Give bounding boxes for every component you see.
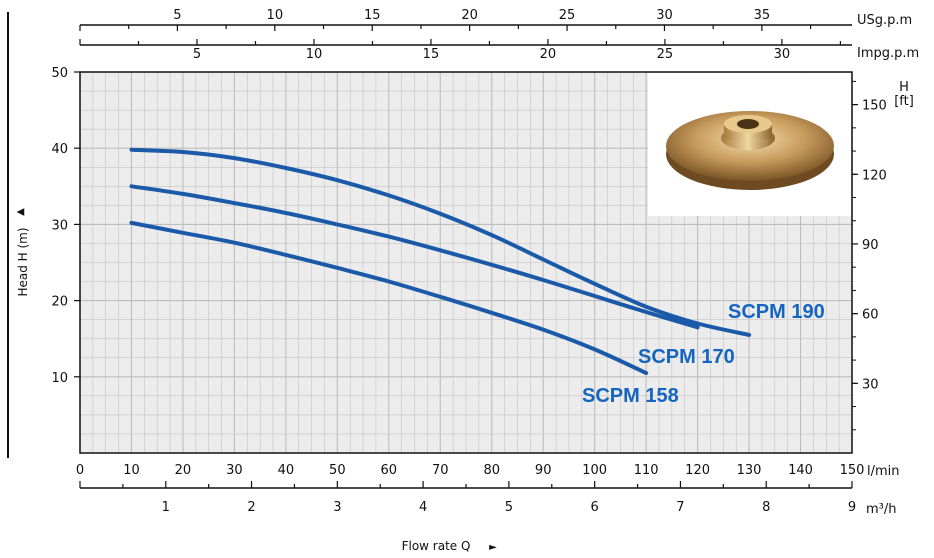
x-tick-label-lmin: 80 — [483, 463, 500, 478]
x-tick-label-usgpm: 25 — [559, 8, 576, 23]
x-tick-label-m3h: 9 — [848, 500, 856, 515]
x-tick-label-m3h: 6 — [591, 500, 599, 515]
brass-impeller-photo — [666, 111, 834, 190]
y-tick-label-m: 50 — [51, 66, 68, 81]
y-tick-label-ft: 60 — [862, 308, 879, 323]
performance-curves — [129, 147, 752, 375]
y-tick-label-ft: 150 — [862, 99, 887, 114]
m3h-unit-label: m³/h — [866, 502, 897, 517]
y-tick-label-ft: 90 — [862, 238, 879, 253]
y-axis-title-group: Head H (m) — [16, 227, 30, 296]
curve-scpm-170 — [129, 184, 700, 330]
x-tick-label-usgpm: 10 — [267, 8, 284, 23]
x-tick-label-impgpm: 30 — [774, 47, 791, 62]
x-tick-label-m3h: 4 — [419, 500, 427, 515]
x-tick-label-lmin: 60 — [381, 463, 398, 478]
x-tick-label-lmin: 130 — [737, 463, 762, 478]
series-labels: SCPM 190 SCPM 170 SCPM 158 — [582, 301, 825, 407]
impgpm-unit-label: Impg.p.m — [857, 46, 919, 61]
x-tick-label-lmin: 120 — [685, 463, 710, 478]
plot-border — [79, 71, 853, 454]
y-tick-label-ft: 30 — [862, 377, 879, 392]
x-ticks: 0 10 20 30 40 50 60 70 80 90 100 110 120 130 140 150 1 2 3… — [76, 8, 865, 515]
x-tick-label-lmin: 10 — [123, 463, 140, 478]
x-tick-label-usgpm: 15 — [364, 8, 381, 23]
x-tick-label-lmin: 20 — [175, 463, 192, 478]
x-tick-label-lmin: 100 — [582, 463, 607, 478]
y-tick-label-ft: 120 — [862, 168, 887, 183]
y-tick-label-m: 30 — [51, 218, 68, 233]
series-label-scpm-158: SCPM 158 — [582, 385, 679, 407]
x-tick-label-impgpm: 5 — [193, 47, 201, 62]
top-axes — [80, 24, 852, 46]
x-tick-label-m3h: 7 — [676, 500, 684, 515]
x-tick-label-usgpm: 5 — [173, 8, 181, 23]
x-tick-label-impgpm: 20 — [540, 47, 557, 62]
x-tick-label-lmin: 30 — [226, 463, 243, 478]
x-tick-label-impgpm: 15 — [423, 47, 440, 62]
x-tick-label-lmin: 70 — [432, 463, 449, 478]
x-tick-label-m3h: 3 — [333, 500, 341, 515]
impeller-photo-inset — [648, 73, 851, 216]
y-tick-label-m: 20 — [51, 295, 68, 310]
x-tick-label-impgpm: 25 — [657, 47, 674, 62]
x-tick-label-usgpm: 30 — [656, 8, 673, 23]
ft-axis-unit: [ft] — [894, 94, 914, 109]
x-tick-label-lmin: 110 — [634, 463, 659, 478]
series-label-scpm-190: SCPM 190 — [728, 301, 825, 323]
series-label-scpm-170: SCPM 170 — [638, 346, 735, 368]
x-axis-arrow: ► — [489, 542, 497, 553]
y-tick-label-m: 40 — [51, 142, 68, 157]
x-tick-label-usgpm: 35 — [754, 8, 771, 23]
x-tick-label-lmin: 90 — [535, 463, 552, 478]
x-tick-label-m3h: 8 — [762, 500, 770, 515]
x-tick-label-usgpm: 20 — [461, 8, 478, 23]
ft-axis-unit-top: H — [899, 80, 909, 95]
impeller-bore — [737, 119, 759, 129]
x-tick-label-lmin: 0 — [76, 463, 84, 478]
y-axis-arrow: ▲ — [15, 208, 26, 216]
x-axis-title: Flow rate Q — [402, 539, 471, 553]
lmin-unit-label: l/min — [867, 464, 900, 479]
y-axis-arrow-group: ▲ — [15, 208, 26, 216]
x-tick-label-lmin: 50 — [329, 463, 346, 478]
usgpm-unit-label: USg.p.m — [857, 13, 912, 28]
x-tick-label-m3h: 5 — [505, 500, 513, 515]
x-tick-label-m3h: 2 — [247, 500, 255, 515]
y-tick-label-m: 10 — [51, 371, 68, 386]
x-tick-label-impgpm: 10 — [306, 47, 323, 62]
curve-scpm-158 — [129, 220, 649, 375]
y-axis-title: Head H (m) — [16, 227, 30, 296]
x-tick-label-lmin: 40 — [278, 463, 295, 478]
x-tick-label-lmin: 140 — [788, 463, 813, 478]
y-ticks: 10 20 30 40 50 30 60 90 120 150 — [51, 66, 887, 431]
curve-scpm-190 — [129, 147, 752, 337]
x-tick-label-lmin: 150 — [840, 463, 865, 478]
x-tick-label-m3h: 1 — [162, 500, 170, 515]
